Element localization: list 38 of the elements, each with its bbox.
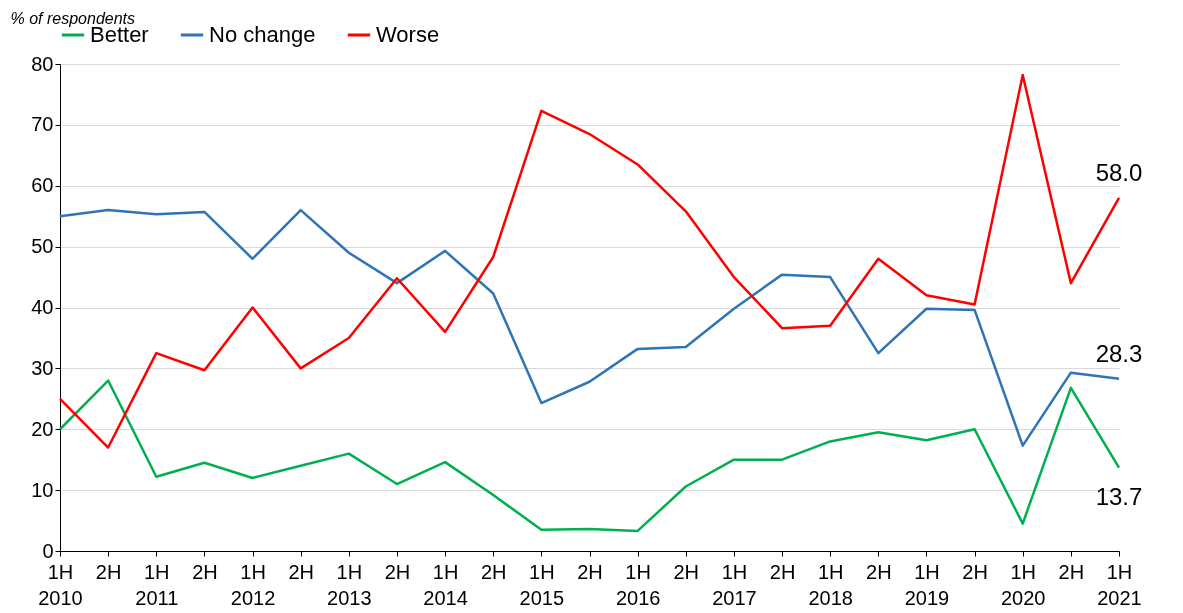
y-tick-label: 20 bbox=[31, 417, 54, 440]
y-tick-label: 0 bbox=[42, 539, 54, 562]
y-tick-label: 40 bbox=[31, 296, 54, 318]
x-tick-label: 2H bbox=[577, 560, 603, 583]
x-tick-label: 2H bbox=[288, 560, 314, 583]
data-label: 28.3 bbox=[1095, 339, 1143, 367]
x-tick-label: 1H 2016 bbox=[615, 560, 661, 609]
y-tick-label: 80 bbox=[31, 52, 54, 75]
x-tick-label: 1H 2010 bbox=[38, 560, 83, 609]
x-tick-label: 1H 2021 bbox=[1097, 560, 1142, 609]
y-tick-label: 10 bbox=[31, 478, 54, 501]
x-tick-label: 2H bbox=[95, 560, 122, 583]
data-label: 58.0 bbox=[1095, 158, 1143, 186]
y-tick-label: 30 bbox=[31, 356, 54, 379]
y-axis-title: % of respondents bbox=[10, 9, 136, 27]
x-tick-label: 1H 2013 bbox=[327, 560, 372, 609]
y-tick-label: 50 bbox=[31, 235, 54, 258]
x-tick-label: 1H 2011 bbox=[135, 560, 179, 609]
x-tick-label: 2H bbox=[480, 560, 507, 583]
x-tick-label: 1H 2012 bbox=[230, 560, 276, 609]
legend-label: Worse bbox=[376, 22, 440, 47]
y-tick-label: 60 bbox=[31, 174, 54, 197]
x-tick-label: 2H bbox=[1058, 560, 1085, 583]
x-tick-label: 2H bbox=[192, 560, 218, 583]
x-tick-label: 2H bbox=[384, 560, 411, 583]
x-tick-label: 2H bbox=[866, 560, 892, 583]
x-tick-label: 1H 2020 bbox=[1000, 560, 1046, 609]
x-tick-label: 2H bbox=[673, 560, 700, 583]
x-tick-label: 1H 2014 bbox=[423, 560, 468, 609]
x-tick-label: 1H 2018 bbox=[808, 560, 853, 609]
legend-label: No change bbox=[209, 22, 316, 47]
x-tick-label: 2H bbox=[962, 560, 988, 583]
x-tick-label: 2H bbox=[769, 560, 796, 583]
data-label: 13.7 bbox=[1095, 482, 1143, 510]
x-tick-label: 1H 2019 bbox=[904, 560, 950, 609]
x-tick-label: 1H 2017 bbox=[712, 560, 757, 609]
y-tick-label: 70 bbox=[31, 113, 54, 136]
x-tick-label: 1H 2015 bbox=[519, 560, 565, 609]
